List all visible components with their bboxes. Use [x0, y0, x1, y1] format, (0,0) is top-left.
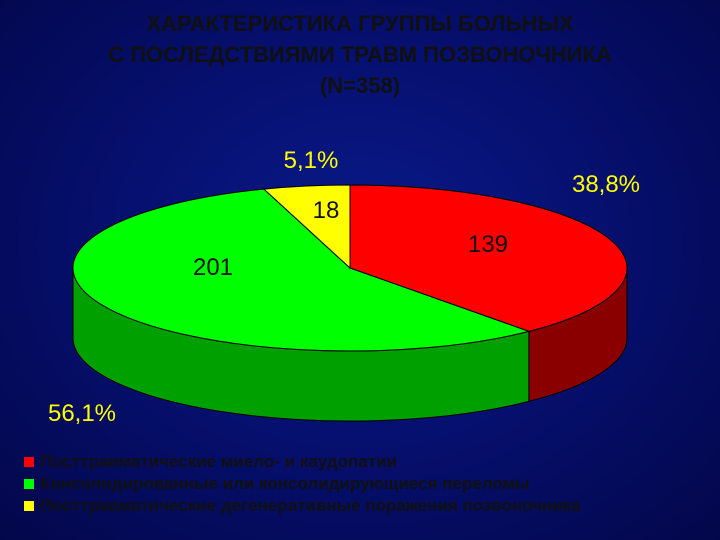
legend-swatch — [24, 457, 34, 467]
slice-percent-label: 56,1% — [48, 400, 116, 427]
pie-slice — [72, 188, 531, 352]
legend: Посттравматические миело- и каудопатии К… — [24, 451, 581, 517]
chart-title: ХАРАКТЕРИСТИКА ГРУППЫ БОЛЬНЫХ С ПОСЛЕДСТ… — [0, 8, 720, 101]
legend-label: Посттравматические дегенеративные пораже… — [40, 496, 581, 515]
legend-swatch — [24, 501, 34, 511]
title-line-3: (N=358) — [319, 73, 401, 98]
legend-swatch — [24, 479, 34, 489]
slice-value-label: 201 — [193, 254, 233, 281]
slice-percent-label: 5,1% — [284, 147, 339, 174]
title-line-1: ХАРАКТЕРИСТИКА ГРУППЫ БОЛЬНЫХ — [146, 11, 574, 36]
slice-value-label: 18 — [313, 197, 340, 224]
legend-item: Консолидированные или консолидирующиеся … — [24, 473, 581, 495]
legend-label: Консолидированные или консолидирующиеся … — [40, 474, 530, 493]
legend-item: Посттравматические дегенеративные пораже… — [24, 495, 581, 517]
slice-percent-label: 38,8% — [572, 171, 640, 198]
pie-slice — [262, 184, 351, 270]
legend-item: Посттравматические миело- и каудопатии — [24, 451, 581, 473]
slice-value-label: 139 — [468, 231, 508, 258]
legend-label: Посттравматические миело- и каудопатии — [40, 452, 397, 471]
pie-slice — [349, 184, 628, 332]
title-line-2: С ПОСЛЕДСТВИЯМИ ТРАВМ ПОЗВОНОЧНИКА — [108, 42, 612, 67]
